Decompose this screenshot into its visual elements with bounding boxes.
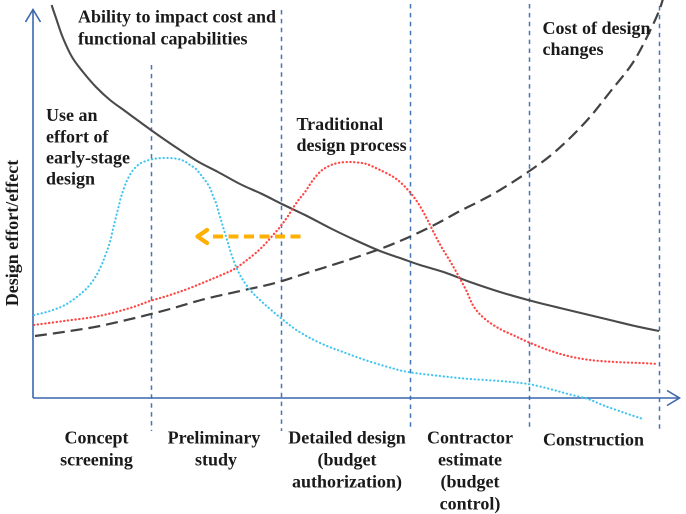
svg-text:changes: changes	[543, 39, 604, 59]
svg-text:Contractor: Contractor	[427, 428, 513, 448]
svg-text:Cost of design: Cost of design	[543, 18, 651, 38]
svg-text:screening: screening	[60, 450, 133, 470]
svg-text:Use an: Use an	[46, 105, 98, 125]
svg-text:(budget: (budget	[440, 472, 499, 493]
svg-text:(budget: (budget	[317, 450, 376, 471]
svg-text:early-stage: early-stage	[46, 148, 130, 168]
svg-text:functional capabilities: functional capabilities	[78, 29, 248, 49]
svg-text:design process: design process	[297, 135, 407, 155]
svg-text:Design effort/effect: Design effort/effect	[2, 160, 22, 306]
svg-text:Concept: Concept	[65, 428, 129, 448]
svg-text:Preliminary: Preliminary	[168, 428, 261, 448]
svg-text:Detailed design: Detailed design	[288, 428, 406, 448]
svg-text:Ability to impact cost and: Ability to impact cost and	[78, 7, 276, 27]
svg-text:Traditional: Traditional	[297, 114, 384, 134]
svg-text:authorization): authorization)	[292, 472, 402, 493]
svg-text:study: study	[195, 450, 237, 470]
svg-text:control): control)	[440, 494, 501, 514]
svg-text:effort of: effort of	[46, 127, 109, 147]
svg-text:estimate: estimate	[438, 450, 502, 470]
svg-text:Construction: Construction	[543, 430, 644, 450]
svg-text:design: design	[46, 169, 95, 189]
